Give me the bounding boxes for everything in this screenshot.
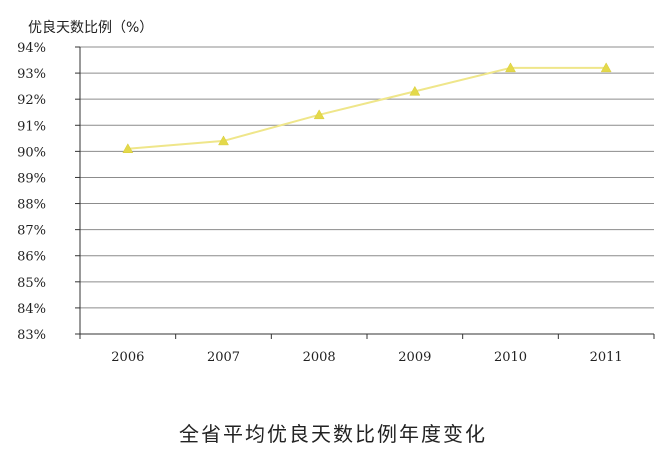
y-tick-label: 89% <box>17 171 46 186</box>
gridlines <box>80 46 654 309</box>
y-tick-label: 88% <box>17 198 46 213</box>
data-point-marker <box>505 62 516 73</box>
y-tick-labels: 94% 93% 92% 91% 90% 89% 88% 87% 86% 85% 84% 83% <box>17 41 46 343</box>
data-point-marker <box>409 85 421 96</box>
y-tick-label: 85% <box>17 276 46 291</box>
y-tick-label: 86% <box>17 250 46 265</box>
x-tick-labels: 2006 2007 2008 2009 2010 2011 <box>111 350 622 365</box>
x-tick-label: 2011 <box>590 350 623 365</box>
x-tick-label: 2007 <box>207 350 240 365</box>
series-line <box>127 66 607 150</box>
x-tick-label: 2006 <box>111 350 144 365</box>
chart-title: 全省平均优良天数比例年度变化 <box>179 422 487 446</box>
axes <box>75 46 655 339</box>
y-tick-label: 87% <box>17 224 46 239</box>
y-tick-label: 92% <box>17 93 46 108</box>
series-group <box>122 62 612 154</box>
y-tick-label: 90% <box>17 145 46 160</box>
x-tick-label: 2010 <box>494 350 527 365</box>
y-tick-label: 83% <box>17 328 46 343</box>
data-point-marker <box>600 62 612 73</box>
y-axis-label: 优良天数比例（%） <box>28 20 153 36</box>
y-tick-label: 91% <box>17 119 46 134</box>
x-tick-label: 2008 <box>303 350 336 365</box>
y-tick-label: 93% <box>17 67 46 82</box>
y-tick-label: 84% <box>17 302 46 317</box>
y-tick-label: 94% <box>17 41 46 56</box>
data-point-marker <box>122 143 134 154</box>
data-point-marker <box>218 135 229 146</box>
x-tick-label: 2009 <box>398 350 431 365</box>
data-point-marker <box>313 109 325 120</box>
